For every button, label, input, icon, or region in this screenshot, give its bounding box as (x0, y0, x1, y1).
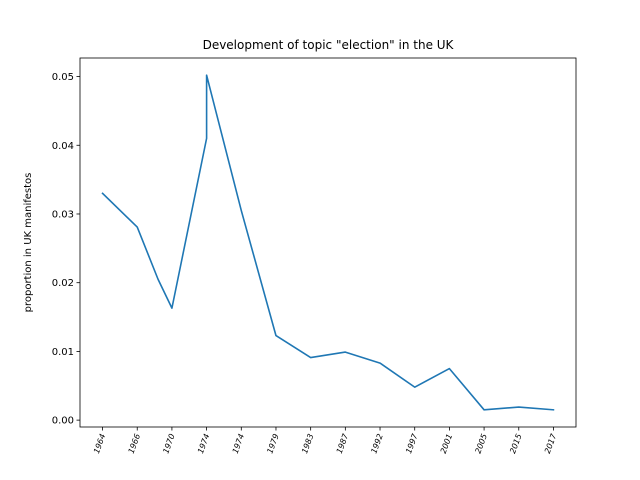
y-tick-label: 0.04 (52, 141, 74, 152)
y-tick-label: 0.05 (52, 72, 74, 83)
x-tick-label: 2017 (543, 432, 559, 455)
x-tick-label: 1992 (369, 433, 384, 455)
y-axis-label: proportion in UK manifestos (23, 173, 34, 313)
x-tick-label: 1997 (404, 432, 420, 455)
y-tick-label: 0.00 (52, 416, 74, 427)
x-tick-label: 1970 (161, 433, 176, 455)
y-tick-label: 0.01 (52, 347, 74, 358)
x-tick-label: 2001 (439, 433, 454, 455)
axis-ticks: 0.00 0.01 0.02 0.03 0.04 0.05 1964 1966 1970 1974… (52, 72, 559, 455)
series-line (101, 74, 555, 411)
x-tick-label: 1966 (127, 433, 142, 455)
x-tick-label: 1987 (335, 432, 351, 455)
x-tick-label: 2015 (508, 433, 523, 455)
x-tick-label: 1979 (265, 433, 280, 455)
x-tick-label: 1964 (92, 433, 107, 455)
chart-title: Development of topic "election" in the U… (203, 38, 455, 52)
y-tick-label: 0.03 (52, 209, 74, 220)
x-tick-label: 1974 (196, 433, 211, 455)
x-tick-label: 1974 (231, 433, 246, 455)
x-tick-label: 2005 (474, 433, 489, 455)
x-tick-label: 1983 (300, 433, 315, 455)
plot-frame (79, 57, 577, 428)
y-tick-label: 0.02 (52, 278, 74, 289)
